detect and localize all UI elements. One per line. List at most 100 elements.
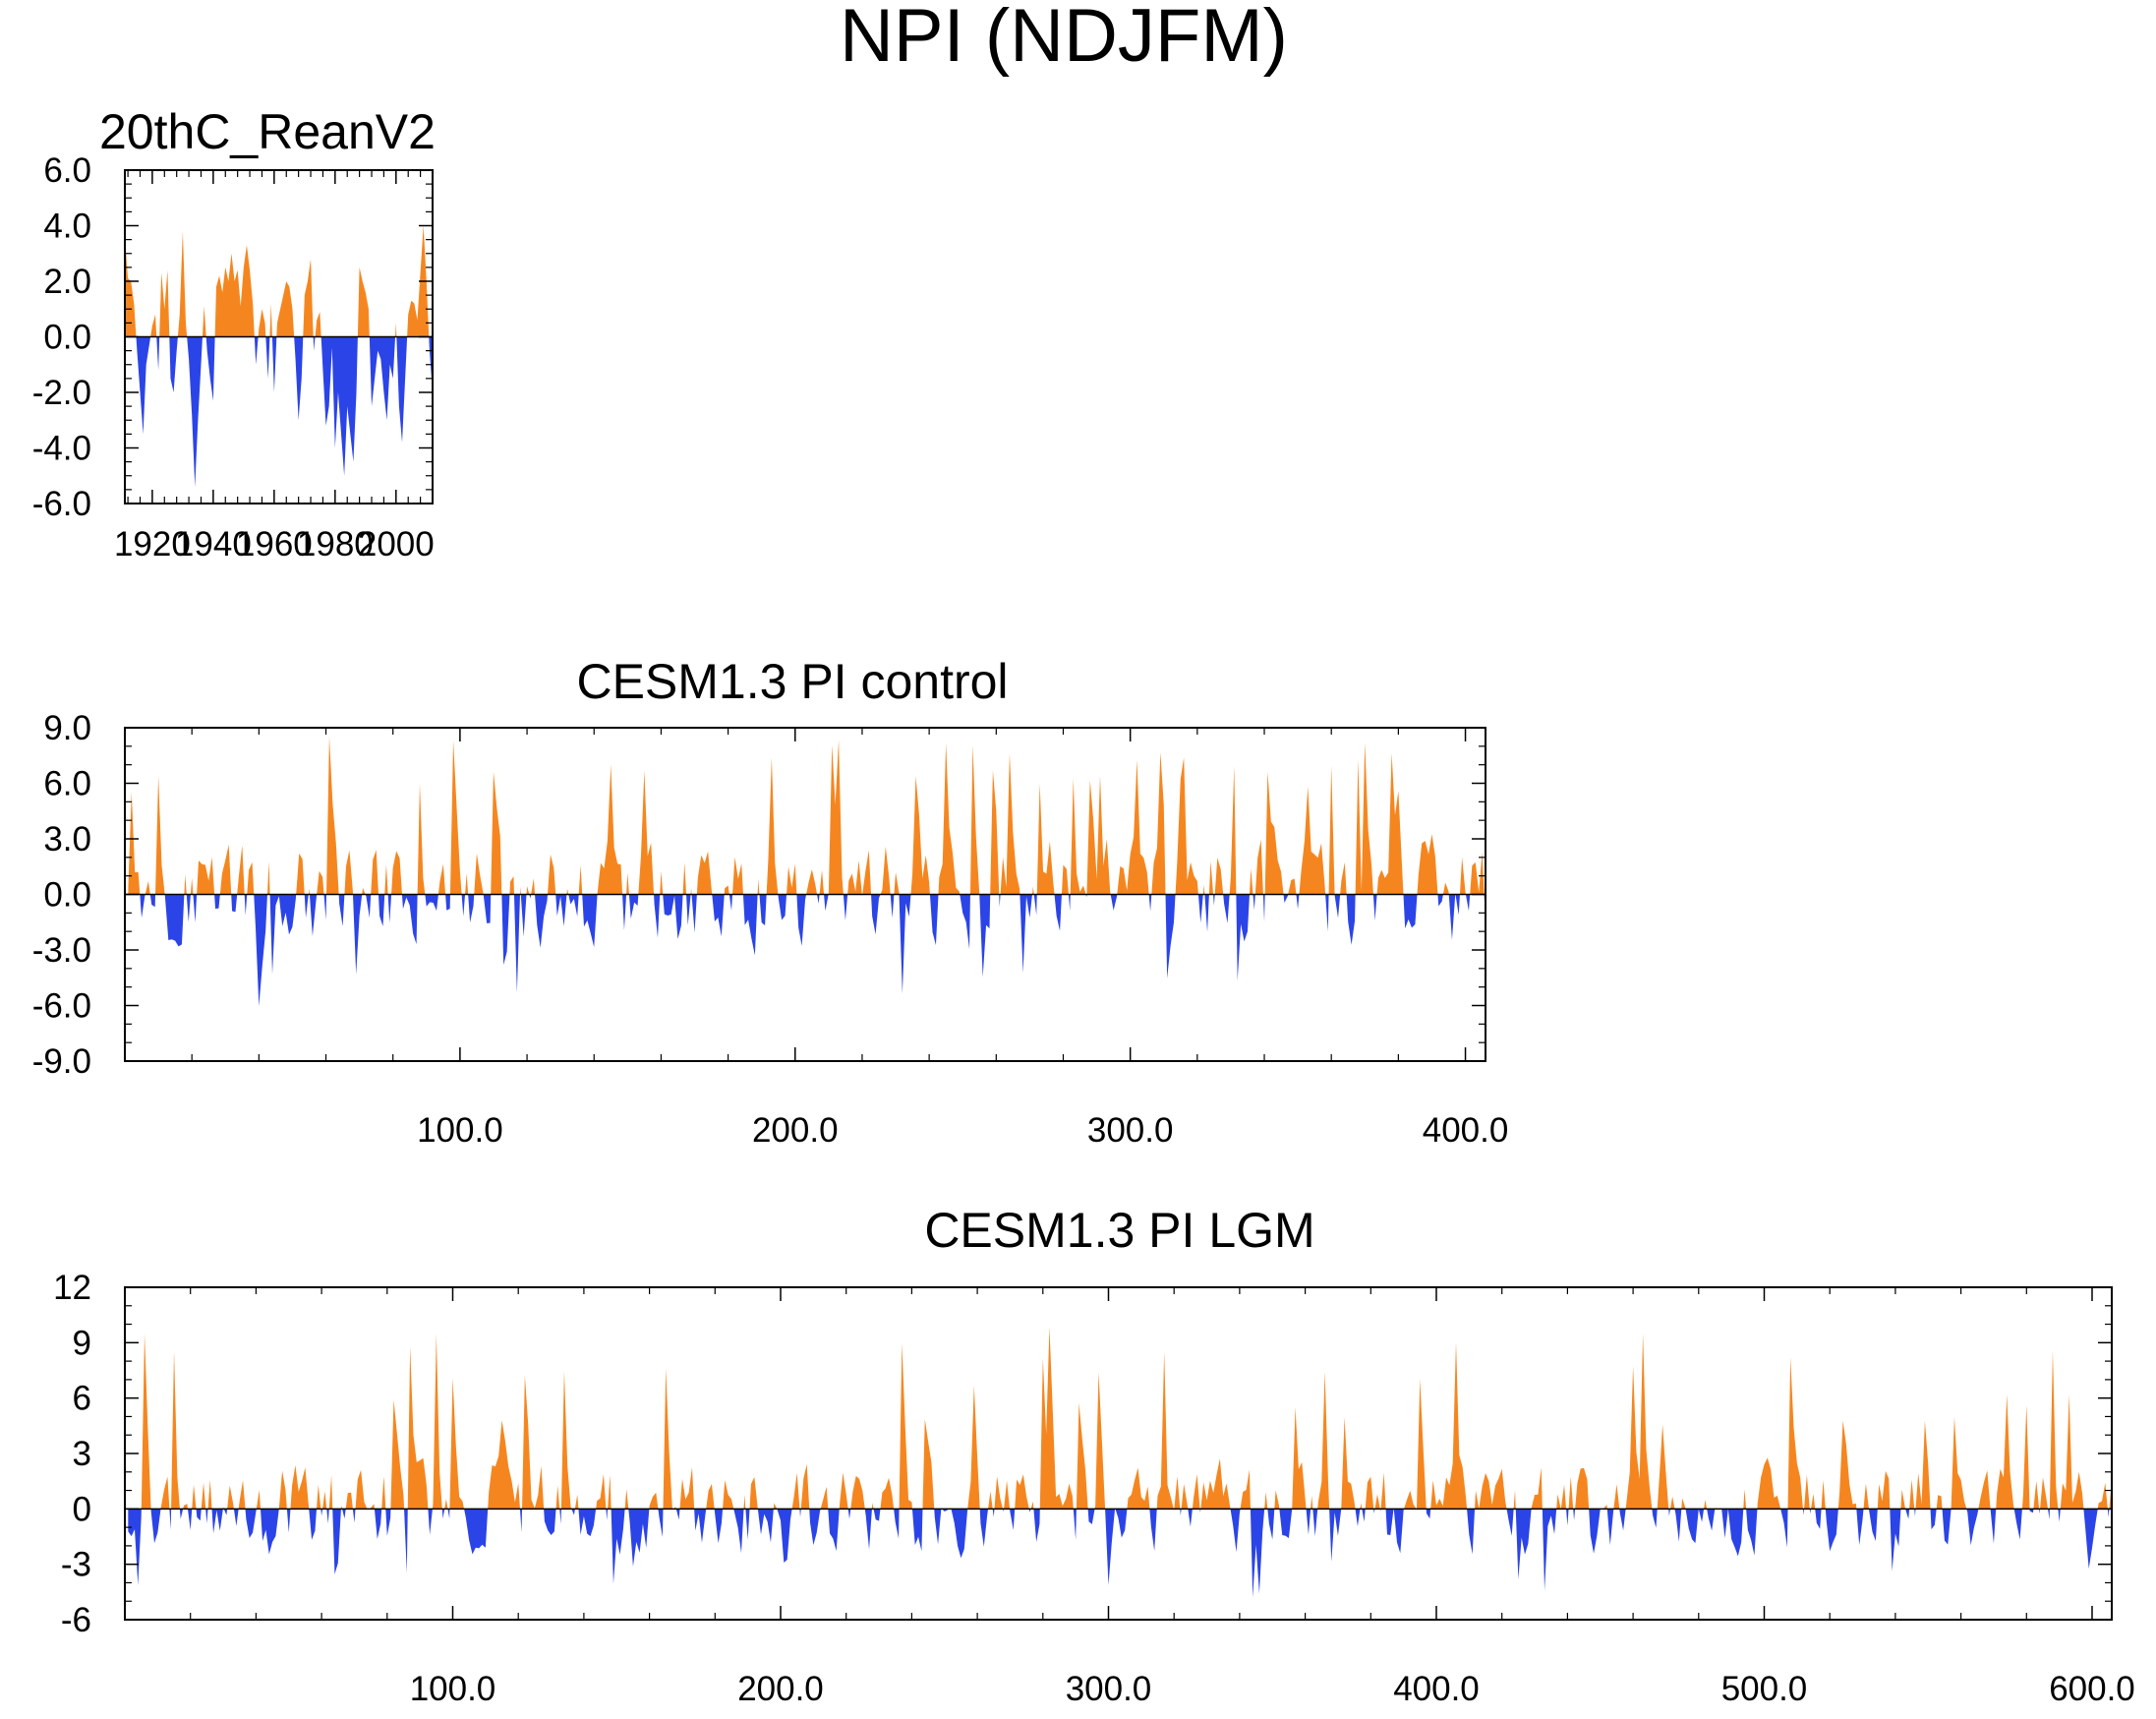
positive-area — [1475, 1468, 1507, 1510]
positive-area — [491, 771, 502, 895]
positive-area — [160, 1476, 170, 1510]
negative-area — [663, 894, 683, 939]
positive-area — [1996, 1393, 2014, 1510]
positive-area — [465, 873, 469, 895]
positive-area — [990, 770, 1000, 895]
negative-area — [712, 894, 725, 937]
positive-area — [757, 879, 760, 895]
x-tick-label: 2000 — [358, 525, 435, 563]
negative-area — [1448, 894, 1456, 940]
positive-area — [1240, 1469, 1251, 1510]
negative-area — [1197, 894, 1203, 923]
negative-area — [733, 1509, 744, 1554]
panel-20thc-reanv2: 20thC_ReanV2 -6.0 -4.0 -2.0 0.0 2.0 4.0 6.0 19… — [32, 104, 436, 563]
negative-area — [1279, 1509, 1293, 1538]
positive-area — [839, 1472, 848, 1510]
negative-area — [313, 336, 316, 351]
positive-area — [371, 850, 379, 895]
negative-area — [778, 894, 787, 920]
negative-area — [244, 894, 248, 916]
y-axis-tick-labels: -9.0 -6.0 -3.0 0.0 3.0 6.0 9.0 — [32, 709, 91, 1081]
negative-area — [757, 1509, 774, 1543]
y-tick-label: -6.0 — [32, 987, 91, 1026]
negative-area — [269, 894, 297, 975]
negative-area — [309, 1509, 318, 1540]
y-tick-label: -9.0 — [32, 1042, 91, 1081]
positive-area — [381, 1476, 386, 1510]
negative-area — [320, 336, 358, 476]
x-tick-label: 1920 — [114, 525, 191, 563]
positive-area — [190, 877, 194, 895]
positive-area — [1915, 1420, 1931, 1510]
positive-area — [663, 1368, 672, 1510]
positive-area — [624, 1489, 629, 1510]
positive-area — [1175, 757, 1198, 895]
y-tick-label: 4.0 — [43, 207, 91, 246]
positive-area — [509, 876, 514, 895]
positive-area — [1039, 1327, 1074, 1510]
positive-area — [574, 1494, 579, 1510]
negative-area — [352, 1509, 356, 1523]
positive-area — [184, 874, 187, 895]
positive-area — [2049, 1350, 2059, 1510]
positive-area — [256, 1489, 261, 1510]
negative-area — [809, 1509, 821, 1546]
positive-area — [2040, 1477, 2049, 1510]
panel-title: CESM1.3 PI LGM — [924, 1203, 1314, 1258]
positive-area — [1560, 1484, 1567, 1510]
y-tick-label: -6 — [61, 1601, 91, 1639]
positive-area — [150, 314, 157, 337]
positive-area — [395, 323, 397, 337]
positive-area — [357, 267, 370, 337]
negative-area — [742, 894, 758, 956]
negative-area — [694, 1509, 707, 1543]
negative-area — [1105, 1509, 1116, 1585]
positive-area — [660, 870, 664, 895]
series-fill — [128, 1327, 2112, 1598]
negative-area — [179, 1509, 184, 1519]
negative-area — [461, 894, 466, 917]
positive-area — [1821, 1480, 1826, 1510]
negative-area — [2039, 1509, 2041, 1514]
negative-area — [979, 894, 991, 978]
y-tick-label: 6 — [73, 1380, 91, 1418]
positive-area — [899, 1342, 912, 1510]
negative-area — [1115, 1509, 1128, 1538]
negative-area — [1506, 1509, 1514, 1536]
negative-area — [254, 894, 267, 1007]
negative-area — [1149, 1509, 1157, 1552]
y-tick-label: -3 — [61, 1546, 91, 1584]
negative-area — [899, 894, 911, 994]
positive-area — [407, 1346, 429, 1510]
positive-area — [519, 886, 521, 895]
panel-title: CESM1.3 PI control — [576, 654, 1008, 709]
negative-area — [1589, 1509, 1602, 1554]
positive-area — [266, 861, 270, 895]
negative-area — [1802, 1509, 1805, 1515]
negative-area — [1283, 894, 1289, 903]
negative-area — [1542, 1509, 1557, 1591]
positive-area — [649, 1492, 659, 1510]
positive-area — [1657, 1424, 1669, 1510]
positive-area — [1292, 1407, 1307, 1510]
positive-area — [566, 888, 569, 895]
negative-area — [193, 894, 198, 922]
y-tick-label: -4.0 — [32, 430, 91, 468]
positive-area — [344, 850, 353, 895]
positive-area — [871, 1503, 874, 1510]
negative-area — [1180, 1509, 1182, 1516]
positive-area — [141, 1334, 151, 1510]
negative-area — [675, 1509, 680, 1520]
positive-area — [362, 887, 366, 895]
negative-area — [304, 894, 309, 919]
positive-area — [369, 1504, 375, 1510]
positive-area — [1810, 1494, 1816, 1510]
positive-area — [1214, 858, 1224, 895]
positive-area — [278, 1470, 287, 1510]
positive-area — [526, 886, 530, 895]
y-tick-label: 6.0 — [43, 151, 91, 190]
positive-area — [317, 870, 324, 895]
negative-area — [447, 1509, 450, 1519]
positive-area — [1459, 857, 1466, 895]
positive-area — [355, 1469, 368, 1510]
